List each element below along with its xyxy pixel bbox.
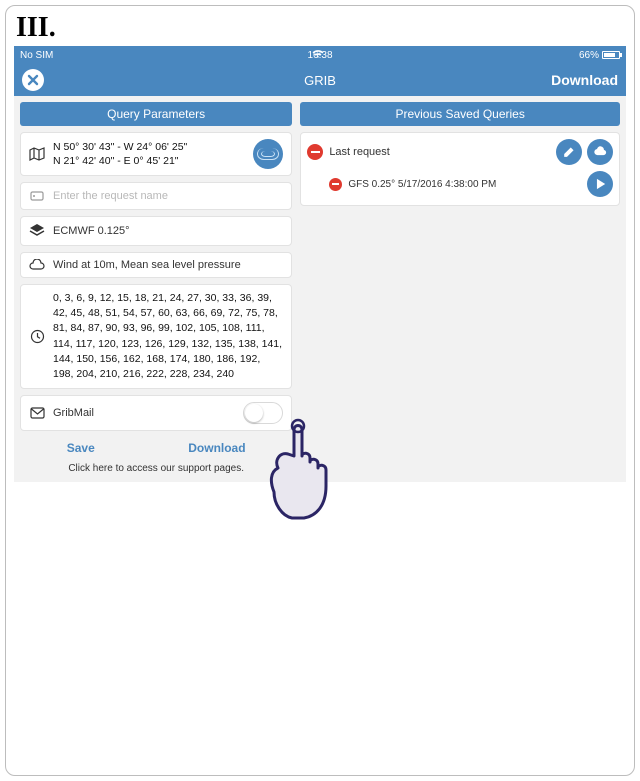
globe-icon: [257, 148, 279, 160]
cloud-download-button[interactable]: [587, 139, 613, 165]
nav-title: GRIB: [14, 73, 626, 88]
previous-queries-header: Previous Saved Queries: [300, 102, 620, 126]
parameters-card[interactable]: Wind at 10m, Mean sea level pressure: [20, 252, 292, 278]
forecast-times-card[interactable]: 0, 3, 6, 9, 12, 15, 18, 21, 24, 27, 30, …: [20, 284, 292, 389]
previous-query-card: Last request: [300, 132, 620, 206]
nav-download-button[interactable]: Download: [551, 72, 618, 88]
coordinates-card[interactable]: N 50° 30' 43" - W 24° 06' 25" N 21° 42' …: [20, 132, 292, 176]
area-select-button[interactable]: [253, 139, 283, 169]
frame-label: III.: [16, 12, 626, 44]
play-button[interactable]: [587, 171, 613, 197]
cloud-icon: [29, 259, 45, 271]
save-button[interactable]: Save: [67, 441, 95, 455]
request-name-card[interactable]: [20, 182, 292, 210]
coords-line1: N 50° 30' 43" - W 24° 06' 25": [53, 140, 187, 154]
forecast-times-text: 0, 3, 6, 9, 12, 15, 18, 21, 24, 27, 30, …: [53, 291, 283, 382]
download-button[interactable]: Download: [188, 441, 245, 455]
map-icon: [29, 146, 45, 162]
nav-bar: GRIB Download: [14, 64, 626, 96]
edit-button[interactable]: [556, 139, 582, 165]
delete-sub-icon[interactable]: [329, 178, 342, 191]
gribmail-toggle[interactable]: [243, 402, 283, 424]
device-frame: No SIM 16:38 66% GRIB Download Query Par…: [14, 46, 626, 482]
model-label: ECMWF 0.125°: [53, 225, 130, 237]
support-link[interactable]: Click here to access our support pages.: [20, 461, 292, 476]
parameters-label: Wind at 10m, Mean sea level pressure: [53, 259, 241, 271]
status-battery-pct: 66%: [579, 50, 599, 61]
last-request-title: Last request: [329, 146, 390, 158]
battery-icon: [602, 51, 620, 59]
layers-icon: [29, 223, 45, 239]
previous-query-detail: GFS 0.25° 5/17/2016 4:38:00 PM: [348, 179, 496, 190]
close-button[interactable]: [22, 69, 44, 91]
gribmail-label: GribMail: [53, 407, 94, 419]
status-bar: No SIM 16:38 66%: [14, 46, 626, 64]
request-name-input[interactable]: [53, 190, 283, 202]
mail-icon: [29, 407, 45, 419]
query-parameters-header: Query Parameters: [20, 102, 292, 126]
wifi-icon: [312, 49, 324, 62]
tag-icon: [29, 189, 45, 203]
model-card[interactable]: ECMWF 0.125°: [20, 216, 292, 246]
delete-icon[interactable]: [307, 144, 323, 160]
gribmail-card: GribMail: [20, 395, 292, 431]
coords-line2: N 21° 42' 40" - E 0° 45' 21": [53, 154, 187, 168]
clock-icon: [29, 329, 45, 344]
status-carrier: No SIM: [20, 50, 53, 61]
